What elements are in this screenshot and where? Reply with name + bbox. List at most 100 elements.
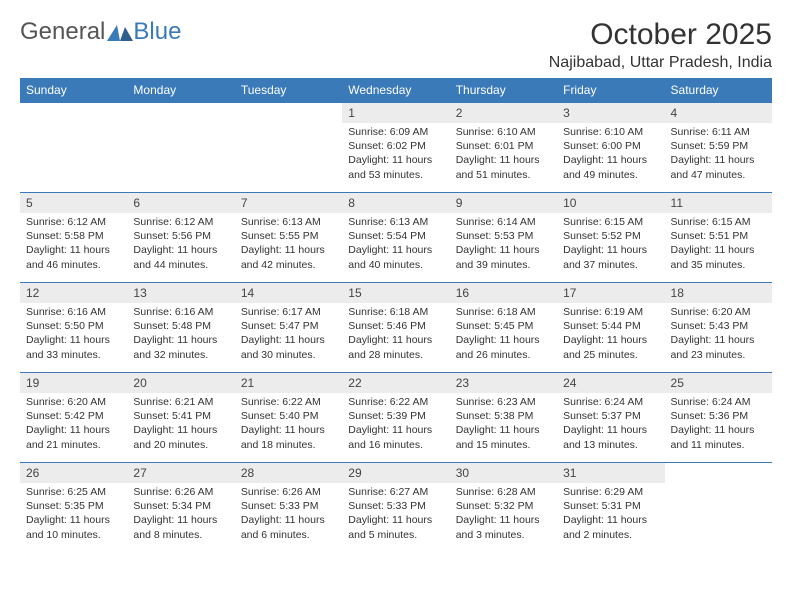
- day-cell: 16Sunrise: 6:18 AMSunset: 5:45 PMDayligh…: [450, 283, 557, 373]
- day-detail: Sunrise: 6:27 AMSunset: 5:33 PMDaylight:…: [342, 483, 449, 546]
- day-cell: 13Sunrise: 6:16 AMSunset: 5:48 PMDayligh…: [127, 283, 234, 373]
- day-detail: Sunrise: 6:11 AMSunset: 5:59 PMDaylight:…: [665, 123, 772, 186]
- day-cell: 21Sunrise: 6:22 AMSunset: 5:40 PMDayligh…: [235, 373, 342, 463]
- day-detail: Sunrise: 6:20 AMSunset: 5:43 PMDaylight:…: [665, 303, 772, 366]
- date-number: 21: [235, 373, 342, 393]
- day-cell: 7Sunrise: 6:13 AMSunset: 5:55 PMDaylight…: [235, 193, 342, 283]
- logo: General Blue: [20, 18, 181, 46]
- day-cell: 31Sunrise: 6:29 AMSunset: 5:31 PMDayligh…: [557, 463, 664, 553]
- day-cell: 14Sunrise: 6:17 AMSunset: 5:47 PMDayligh…: [235, 283, 342, 373]
- date-number: 19: [20, 373, 127, 393]
- day-cell: 12Sunrise: 6:16 AMSunset: 5:50 PMDayligh…: [20, 283, 127, 373]
- dayname-5: Friday: [557, 78, 664, 103]
- day-detail: Sunrise: 6:10 AMSunset: 6:01 PMDaylight:…: [450, 123, 557, 186]
- day-detail: Sunrise: 6:09 AMSunset: 6:02 PMDaylight:…: [342, 123, 449, 186]
- day-detail: Sunrise: 6:19 AMSunset: 5:44 PMDaylight:…: [557, 303, 664, 366]
- day-cell: [127, 103, 234, 193]
- dayname-2: Tuesday: [235, 78, 342, 103]
- date-number: 26: [20, 463, 127, 483]
- dayname-4: Thursday: [450, 78, 557, 103]
- day-cell: 20Sunrise: 6:21 AMSunset: 5:41 PMDayligh…: [127, 373, 234, 463]
- day-cell: 15Sunrise: 6:18 AMSunset: 5:46 PMDayligh…: [342, 283, 449, 373]
- date-number: 20: [127, 373, 234, 393]
- week-row: 12Sunrise: 6:16 AMSunset: 5:50 PMDayligh…: [20, 283, 772, 373]
- page-title: October 2025: [549, 18, 772, 52]
- day-detail: Sunrise: 6:18 AMSunset: 5:45 PMDaylight:…: [450, 303, 557, 366]
- location-subtitle: Najibabad, Uttar Pradesh, India: [549, 54, 772, 72]
- date-number: 29: [342, 463, 449, 483]
- title-block: October 2025 Najibabad, Uttar Pradesh, I…: [549, 18, 772, 72]
- day-detail: Sunrise: 6:25 AMSunset: 5:35 PMDaylight:…: [20, 483, 127, 546]
- day-cell: 1Sunrise: 6:09 AMSunset: 6:02 PMDaylight…: [342, 103, 449, 193]
- day-cell: 27Sunrise: 6:26 AMSunset: 5:34 PMDayligh…: [127, 463, 234, 553]
- date-number: 17: [557, 283, 664, 303]
- date-number: 7: [235, 193, 342, 213]
- date-number: 24: [557, 373, 664, 393]
- date-number: 30: [450, 463, 557, 483]
- day-cell: 26Sunrise: 6:25 AMSunset: 5:35 PMDayligh…: [20, 463, 127, 553]
- day-detail: Sunrise: 6:24 AMSunset: 5:36 PMDaylight:…: [665, 393, 772, 456]
- date-number: 13: [127, 283, 234, 303]
- day-cell: 4Sunrise: 6:11 AMSunset: 5:59 PMDaylight…: [665, 103, 772, 193]
- date-number: 6: [127, 193, 234, 213]
- logo-text-a: General: [20, 18, 105, 46]
- day-cell: 25Sunrise: 6:24 AMSunset: 5:36 PMDayligh…: [665, 373, 772, 463]
- header-row: General Blue October 2025 Najibabad, Utt…: [20, 18, 772, 72]
- calendar-grid: SundayMondayTuesdayWednesdayThursdayFrid…: [20, 78, 772, 553]
- dayname-1: Monday: [127, 78, 234, 103]
- date-number: 31: [557, 463, 664, 483]
- day-cell: 22Sunrise: 6:22 AMSunset: 5:39 PMDayligh…: [342, 373, 449, 463]
- day-cell: 19Sunrise: 6:20 AMSunset: 5:42 PMDayligh…: [20, 373, 127, 463]
- date-number: 1: [342, 103, 449, 123]
- dayname-row: SundayMondayTuesdayWednesdayThursdayFrid…: [20, 78, 772, 103]
- date-number: 15: [342, 283, 449, 303]
- day-cell: [20, 103, 127, 193]
- date-number: 4: [665, 103, 772, 123]
- day-cell: 17Sunrise: 6:19 AMSunset: 5:44 PMDayligh…: [557, 283, 664, 373]
- day-cell: 6Sunrise: 6:12 AMSunset: 5:56 PMDaylight…: [127, 193, 234, 283]
- date-number: 9: [450, 193, 557, 213]
- date-number: 22: [342, 373, 449, 393]
- day-cell: 24Sunrise: 6:24 AMSunset: 5:37 PMDayligh…: [557, 373, 664, 463]
- day-cell: 30Sunrise: 6:28 AMSunset: 5:32 PMDayligh…: [450, 463, 557, 553]
- day-detail: Sunrise: 6:13 AMSunset: 5:54 PMDaylight:…: [342, 213, 449, 276]
- dayname-3: Wednesday: [342, 78, 449, 103]
- dayname-6: Saturday: [665, 78, 772, 103]
- day-cell: 11Sunrise: 6:15 AMSunset: 5:51 PMDayligh…: [665, 193, 772, 283]
- day-detail: Sunrise: 6:16 AMSunset: 5:48 PMDaylight:…: [127, 303, 234, 366]
- logo-mark-icon: [107, 22, 133, 42]
- day-cell: 23Sunrise: 6:23 AMSunset: 5:38 PMDayligh…: [450, 373, 557, 463]
- day-detail: Sunrise: 6:24 AMSunset: 5:37 PMDaylight:…: [557, 393, 664, 456]
- date-number: 28: [235, 463, 342, 483]
- date-number: 25: [665, 373, 772, 393]
- day-cell: 2Sunrise: 6:10 AMSunset: 6:01 PMDaylight…: [450, 103, 557, 193]
- day-cell: 18Sunrise: 6:20 AMSunset: 5:43 PMDayligh…: [665, 283, 772, 373]
- week-row: 5Sunrise: 6:12 AMSunset: 5:58 PMDaylight…: [20, 193, 772, 283]
- day-cell: 3Sunrise: 6:10 AMSunset: 6:00 PMDaylight…: [557, 103, 664, 193]
- day-detail: Sunrise: 6:18 AMSunset: 5:46 PMDaylight:…: [342, 303, 449, 366]
- day-detail: Sunrise: 6:22 AMSunset: 5:40 PMDaylight:…: [235, 393, 342, 456]
- date-number: 5: [20, 193, 127, 213]
- date-number: 23: [450, 373, 557, 393]
- day-detail: Sunrise: 6:15 AMSunset: 5:51 PMDaylight:…: [665, 213, 772, 276]
- day-detail: Sunrise: 6:14 AMSunset: 5:53 PMDaylight:…: [450, 213, 557, 276]
- day-detail: Sunrise: 6:10 AMSunset: 6:00 PMDaylight:…: [557, 123, 664, 186]
- day-cell: [665, 463, 772, 553]
- day-detail: Sunrise: 6:26 AMSunset: 5:34 PMDaylight:…: [127, 483, 234, 546]
- day-detail: Sunrise: 6:15 AMSunset: 5:52 PMDaylight:…: [557, 213, 664, 276]
- day-cell: 28Sunrise: 6:26 AMSunset: 5:33 PMDayligh…: [235, 463, 342, 553]
- day-detail: Sunrise: 6:22 AMSunset: 5:39 PMDaylight:…: [342, 393, 449, 456]
- date-number: 3: [557, 103, 664, 123]
- day-detail: Sunrise: 6:17 AMSunset: 5:47 PMDaylight:…: [235, 303, 342, 366]
- day-detail: Sunrise: 6:12 AMSunset: 5:58 PMDaylight:…: [20, 213, 127, 276]
- logo-text-b: Blue: [133, 18, 181, 46]
- date-number: 10: [557, 193, 664, 213]
- day-detail: Sunrise: 6:13 AMSunset: 5:55 PMDaylight:…: [235, 213, 342, 276]
- date-number: 27: [127, 463, 234, 483]
- date-number: 11: [665, 193, 772, 213]
- day-detail: Sunrise: 6:16 AMSunset: 5:50 PMDaylight:…: [20, 303, 127, 366]
- week-row: 26Sunrise: 6:25 AMSunset: 5:35 PMDayligh…: [20, 463, 772, 553]
- week-row: 19Sunrise: 6:20 AMSunset: 5:42 PMDayligh…: [20, 373, 772, 463]
- day-detail: Sunrise: 6:21 AMSunset: 5:41 PMDaylight:…: [127, 393, 234, 456]
- day-cell: 10Sunrise: 6:15 AMSunset: 5:52 PMDayligh…: [557, 193, 664, 283]
